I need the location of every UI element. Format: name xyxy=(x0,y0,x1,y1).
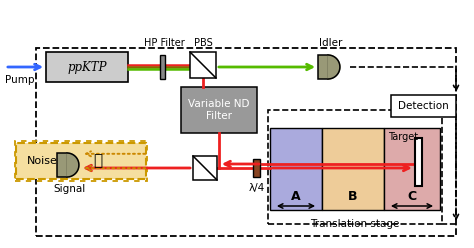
Text: ppKTP: ppKTP xyxy=(67,61,107,73)
Bar xyxy=(16,143,146,179)
Bar xyxy=(15,141,147,181)
Text: λ/4: λ/4 xyxy=(248,183,264,193)
Bar xyxy=(270,128,322,210)
Bar xyxy=(322,128,384,210)
Text: A: A xyxy=(291,189,301,203)
Text: C: C xyxy=(408,189,417,203)
Bar xyxy=(46,52,128,82)
Text: Target: Target xyxy=(388,132,418,142)
Text: Signal: Signal xyxy=(54,184,86,194)
Bar xyxy=(384,128,440,210)
Text: HP Filter: HP Filter xyxy=(144,38,184,48)
Bar xyxy=(181,87,257,133)
Bar xyxy=(36,48,456,236)
Polygon shape xyxy=(67,153,79,177)
Bar xyxy=(160,55,165,79)
Bar xyxy=(253,159,260,177)
Text: PBS: PBS xyxy=(193,38,212,48)
Bar xyxy=(193,156,217,180)
Text: B: B xyxy=(348,189,358,203)
Bar xyxy=(57,153,67,177)
Text: Noise: Noise xyxy=(27,156,57,166)
Bar xyxy=(391,95,456,117)
Text: Idler: Idler xyxy=(319,38,343,48)
Text: Translation stage: Translation stage xyxy=(310,219,400,229)
Text: 💡: 💡 xyxy=(93,154,102,168)
Bar xyxy=(318,55,328,79)
Bar xyxy=(415,138,422,186)
Bar xyxy=(268,110,442,224)
Text: Detection: Detection xyxy=(398,101,449,111)
Text: Variable ND
Filter: Variable ND Filter xyxy=(188,99,250,121)
Bar xyxy=(190,52,216,78)
Text: Pump: Pump xyxy=(5,75,35,85)
Polygon shape xyxy=(328,55,340,79)
